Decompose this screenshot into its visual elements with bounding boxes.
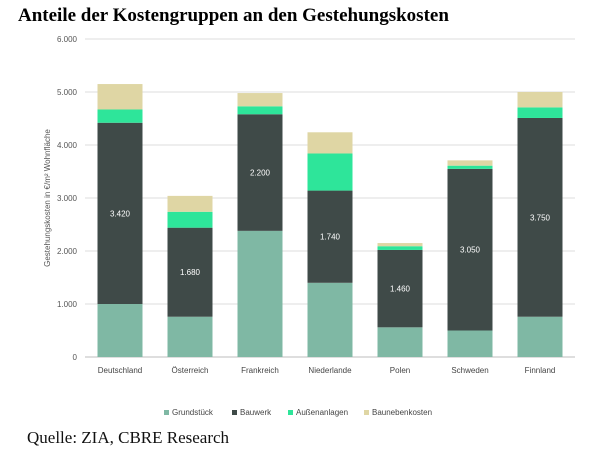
- bar-segment: [97, 109, 143, 123]
- bar-segment: [517, 316, 563, 357]
- bar-segment: [237, 106, 283, 115]
- bar-segment: [307, 132, 353, 154]
- x-tick-label: Finnland: [525, 366, 556, 375]
- bar-segment: [237, 114, 283, 231]
- bar-segment: [517, 117, 563, 317]
- data-label: 1.740: [320, 233, 341, 242]
- bar-segment: [167, 227, 213, 317]
- bar-segment: [307, 282, 353, 357]
- bar-segment: [377, 246, 423, 250]
- bar-segment: [167, 211, 213, 228]
- y-tick-label: 5.000: [57, 88, 78, 97]
- bar-segment: [167, 195, 213, 212]
- legend-label: Bauwerk: [240, 408, 272, 417]
- y-tick-label: 4.000: [57, 141, 78, 150]
- bar-segment: [97, 84, 143, 110]
- bar-segment: [447, 165, 493, 169]
- bar-segment: [167, 316, 213, 357]
- legend-label: Baunebenkosten: [372, 408, 432, 417]
- bar-segment: [517, 107, 563, 118]
- bar-segment: [377, 327, 423, 357]
- legend-swatch: [288, 410, 293, 415]
- x-tick-label: Schweden: [451, 366, 488, 375]
- x-tick-label: Frankreich: [241, 366, 279, 375]
- bar-segment: [447, 330, 493, 357]
- x-tick-label: Polen: [390, 366, 410, 375]
- bar-segment: [517, 92, 563, 108]
- bars: 3.420 1.680 2.200 1.740 1.460 3.050 3.750: [97, 84, 563, 357]
- bar-segment: [237, 230, 283, 357]
- data-label: 1.460: [390, 285, 411, 294]
- y-axis-label: Gestehungskosten in €/m² Wohnfläche: [43, 129, 52, 267]
- page-title: Anteile der Kostengruppen an den Gestehu…: [18, 5, 449, 26]
- bar-segment: [377, 243, 423, 247]
- data-label: 2.200: [250, 169, 271, 178]
- data-label: 1.680: [180, 268, 201, 277]
- source-note: Quelle: ZIA, CBRE Research: [27, 428, 230, 447]
- y-axis-ticks: 0 1.000 2.000 3.000 4.000 5.000 6.000: [57, 35, 78, 362]
- legend-label: Außenanlagen: [296, 408, 348, 417]
- y-tick-label: 2.000: [57, 247, 78, 256]
- data-label: 3.420: [110, 209, 131, 218]
- y-tick-label: 6.000: [57, 35, 78, 44]
- legend-swatch: [232, 410, 237, 415]
- x-tick-label: Österreich: [172, 366, 209, 375]
- data-label: 3.750: [530, 213, 551, 222]
- bar-segment: [307, 190, 353, 283]
- x-axis-ticks: Deutschland Österreich Frankreich Niederlan…: [98, 366, 556, 375]
- bar-segment: [237, 93, 283, 107]
- y-tick-label: 1.000: [57, 300, 78, 309]
- legend-swatch: [164, 410, 169, 415]
- bar-segment: [377, 249, 423, 328]
- bar-segment: [97, 304, 143, 357]
- y-tick-label: 3.000: [57, 194, 78, 203]
- legend-swatch: [364, 410, 369, 415]
- bar-segment: [307, 153, 353, 191]
- data-label: 3.050: [460, 246, 481, 255]
- y-tick-label: 0: [73, 353, 78, 362]
- x-tick-label: Niederlande: [308, 366, 352, 375]
- bar-segment: [97, 122, 143, 305]
- bar-segment: [447, 160, 493, 166]
- legend-label: Grundstück: [172, 408, 214, 417]
- stacked-bar-chart: 0 1.000 2.000 3.000 4.000 5.000 6.000 Gestehun…: [43, 35, 575, 417]
- x-tick-label: Deutschland: [98, 366, 142, 375]
- bar-segment: [447, 168, 493, 331]
- legend: Grundstück Bauwerk Außenanlagen Baunebenkos…: [164, 408, 432, 417]
